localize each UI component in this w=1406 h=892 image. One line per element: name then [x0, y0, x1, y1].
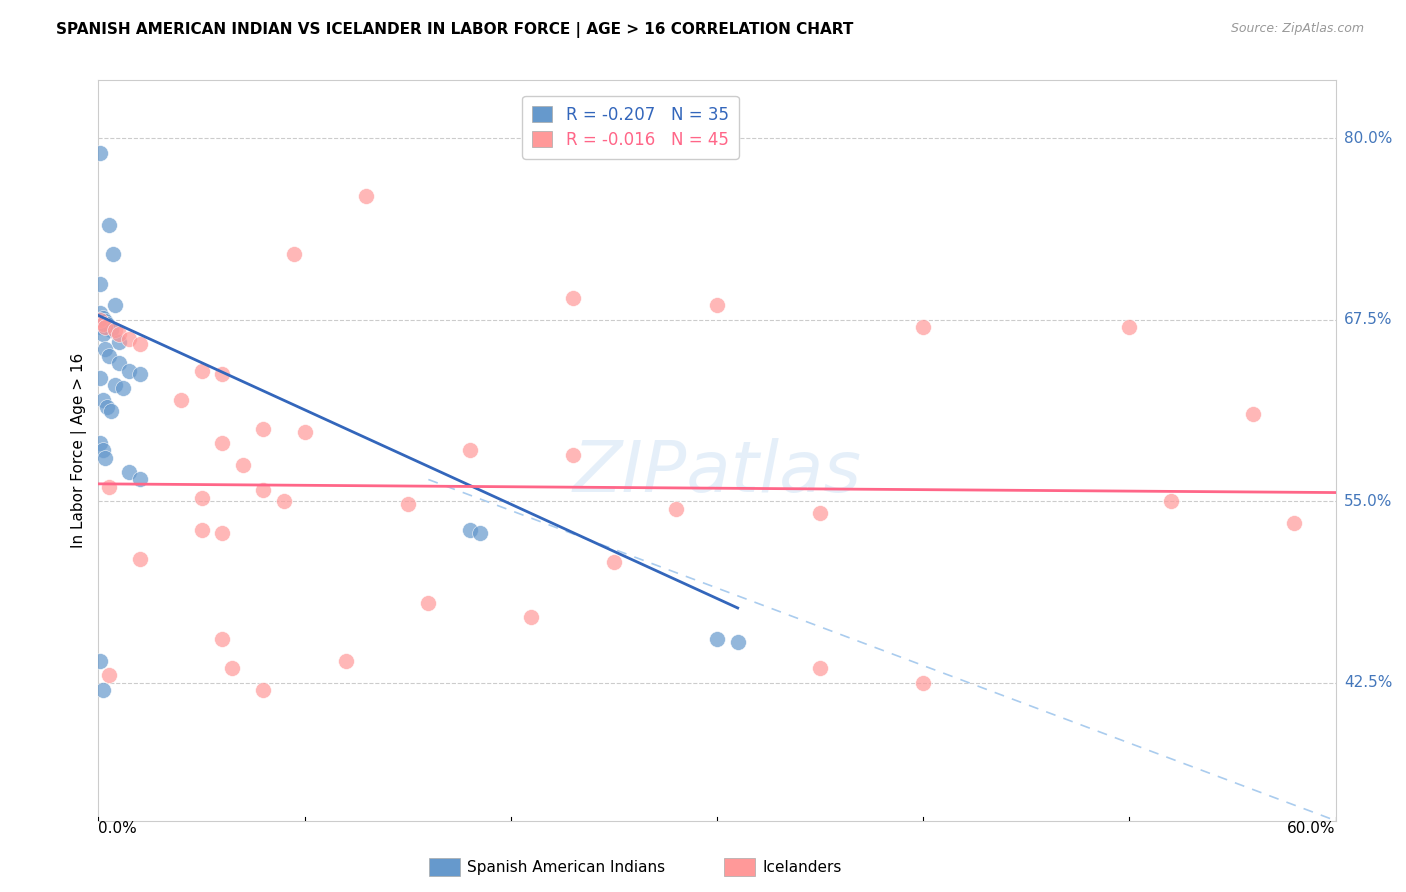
Point	[561, 291, 583, 305]
Point	[89, 145, 111, 160]
Point	[418, 596, 440, 610]
Point	[91, 327, 114, 342]
Point	[96, 317, 118, 331]
Point	[93, 342, 115, 356]
Point	[108, 334, 131, 349]
Text: ZIPatlas: ZIPatlas	[572, 438, 862, 508]
Point	[561, 448, 583, 462]
Point	[97, 480, 120, 494]
Point	[1241, 407, 1264, 421]
Point	[252, 683, 274, 698]
Text: 67.5%: 67.5%	[1344, 312, 1392, 327]
Point	[211, 436, 233, 450]
Point	[808, 506, 831, 520]
Point	[89, 436, 111, 450]
Text: 42.5%: 42.5%	[1344, 675, 1392, 690]
Point	[104, 378, 127, 392]
Point	[93, 450, 115, 465]
Point	[91, 311, 114, 326]
Point	[1160, 494, 1182, 508]
Text: 80.0%: 80.0%	[1344, 131, 1392, 146]
Point	[190, 524, 212, 538]
Text: 0.0%: 0.0%	[98, 821, 138, 836]
Point	[93, 320, 115, 334]
Text: 60.0%: 60.0%	[1288, 821, 1336, 836]
Point	[252, 483, 274, 497]
Point	[356, 189, 378, 203]
Point	[665, 501, 688, 516]
Point	[97, 668, 120, 682]
Point	[89, 320, 111, 334]
Legend: R = -0.207   N = 35, R = -0.016   N = 45: R = -0.207 N = 35, R = -0.016 N = 45	[522, 96, 738, 159]
Point	[104, 298, 127, 312]
Point	[89, 277, 111, 291]
Point	[89, 654, 111, 668]
Point	[211, 526, 233, 541]
Point	[1284, 516, 1306, 530]
Point	[221, 661, 243, 675]
Point	[912, 320, 935, 334]
Point	[1118, 320, 1140, 334]
Point	[93, 314, 115, 328]
Point	[232, 458, 254, 472]
Point	[128, 473, 150, 487]
Point	[118, 332, 141, 346]
Text: SPANISH AMERICAN INDIAN VS ICELANDER IN LABOR FORCE | AGE > 16 CORRELATION CHART: SPANISH AMERICAN INDIAN VS ICELANDER IN …	[56, 22, 853, 38]
Point	[912, 675, 935, 690]
Point	[128, 552, 150, 566]
Point	[89, 313, 111, 327]
Point	[458, 524, 481, 538]
Text: Source: ZipAtlas.com: Source: ZipAtlas.com	[1230, 22, 1364, 36]
Point	[706, 298, 728, 312]
Point	[100, 404, 122, 418]
Point	[706, 632, 728, 647]
Point	[283, 247, 305, 261]
Text: 55.0%: 55.0%	[1344, 494, 1392, 508]
Point	[89, 305, 111, 319]
Point	[118, 363, 141, 377]
Point	[97, 349, 120, 363]
Point	[91, 683, 114, 698]
Point	[112, 381, 135, 395]
Point	[468, 526, 491, 541]
Point	[108, 327, 131, 342]
Point	[727, 635, 749, 649]
Point	[97, 219, 120, 233]
Point	[108, 356, 131, 370]
Point	[91, 392, 114, 407]
Point	[808, 661, 831, 675]
Point	[128, 337, 150, 351]
Point	[128, 367, 150, 381]
Point	[273, 494, 295, 508]
Point	[118, 465, 141, 479]
Point	[170, 392, 193, 407]
Point	[101, 247, 124, 261]
Point	[396, 497, 419, 511]
Point	[252, 422, 274, 436]
Text: Icelanders: Icelanders	[762, 860, 841, 874]
Point	[458, 443, 481, 458]
Point	[96, 400, 118, 414]
Point	[89, 371, 111, 385]
Point	[190, 491, 212, 506]
Point	[190, 363, 212, 377]
Point	[91, 317, 114, 331]
Point	[335, 654, 357, 668]
Point	[91, 443, 114, 458]
Point	[211, 367, 233, 381]
Point	[100, 323, 122, 337]
Point	[520, 610, 543, 624]
Point	[294, 425, 316, 439]
Point	[104, 323, 127, 337]
Text: Spanish American Indians: Spanish American Indians	[467, 860, 665, 874]
Point	[603, 555, 626, 569]
Y-axis label: In Labor Force | Age > 16: In Labor Force | Age > 16	[72, 353, 87, 548]
Point	[211, 632, 233, 647]
